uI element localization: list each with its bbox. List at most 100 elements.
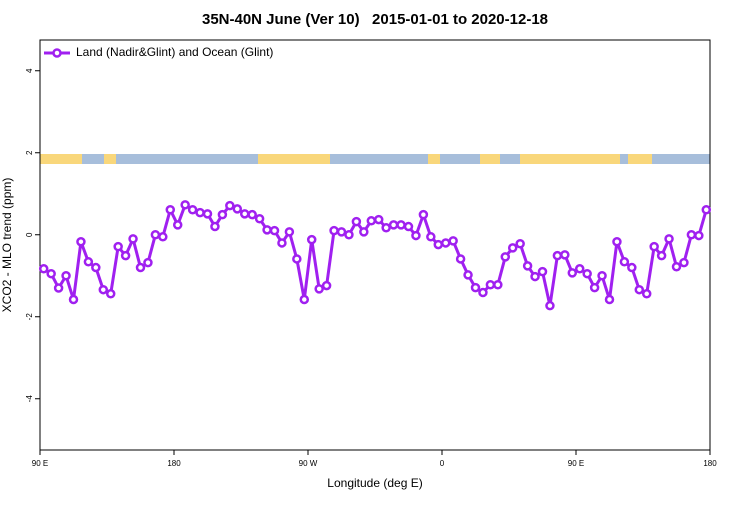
data-point: [135, 262, 146, 273]
data-point: [373, 214, 384, 225]
data-point: [76, 236, 86, 247]
y-tick-label: 2: [25, 150, 34, 155]
data-point: [440, 238, 451, 248]
data-point: [254, 214, 265, 224]
data-point: [641, 289, 652, 299]
data-point: [589, 282, 600, 293]
data-point: [530, 271, 540, 282]
data-point: [627, 262, 637, 273]
chart-title: 35N-40N June (Ver 10) 2015-01-01 to 2020…: [202, 11, 548, 28]
data-point: [53, 283, 64, 293]
data-point: [433, 239, 444, 250]
data-point: [359, 227, 369, 237]
data-point: [366, 216, 377, 226]
data-point: [567, 268, 578, 278]
data-point: [187, 204, 198, 215]
data-point: [537, 266, 548, 277]
data-point: [694, 230, 704, 241]
data-point: [61, 271, 71, 281]
data-point: [671, 261, 682, 272]
data-point: [277, 238, 287, 248]
data-point: [664, 234, 674, 244]
data-point: [522, 261, 533, 271]
data-point: [455, 254, 466, 264]
data-point: [500, 252, 511, 262]
x-tick-label: 90 E: [32, 459, 48, 468]
data-point: [314, 284, 324, 294]
data-point: [239, 209, 250, 219]
data-point: [232, 204, 243, 214]
legend-marker: [52, 48, 62, 58]
x-tick-label: 180: [703, 459, 717, 468]
data-point: [83, 257, 94, 267]
y-axis-label: XCO2 - MLO trend (ppm): [0, 178, 14, 313]
data-point: [574, 264, 585, 274]
data-point: [448, 236, 458, 246]
data-point: [143, 257, 153, 268]
data-point: [150, 230, 161, 240]
data-point: [120, 250, 131, 261]
data-point: [485, 280, 496, 290]
data-point: [597, 271, 607, 281]
data-point: [478, 287, 488, 298]
data-point: [91, 262, 101, 273]
data-point: [470, 282, 481, 293]
data-point: [701, 204, 712, 215]
data-point: [545, 300, 555, 311]
data-point: [515, 239, 525, 249]
x-axis-label: Longitude (deg E): [327, 476, 422, 490]
data-point: [649, 241, 659, 252]
data-point: [612, 236, 622, 247]
data-point: [247, 209, 257, 220]
data-point: [202, 209, 213, 219]
data-point: [172, 220, 183, 230]
data-point: [411, 230, 421, 241]
data-point: [426, 232, 436, 242]
data-point: [68, 294, 79, 305]
data-point: [403, 221, 414, 232]
y-tick-label: -4: [25, 395, 34, 403]
data-point: [351, 216, 362, 227]
data-point: [418, 209, 429, 220]
data-point: [634, 284, 645, 295]
x-tick-label: 90 W: [299, 459, 318, 468]
data-point: [306, 234, 317, 245]
data-point: [165, 204, 176, 215]
data-point: [493, 280, 503, 290]
data-point: [195, 207, 205, 218]
data-point: [336, 227, 347, 237]
data-point: [463, 270, 473, 280]
data-point: [679, 257, 689, 268]
x-tick-label: 90 E: [568, 459, 584, 468]
data-point: [321, 280, 332, 291]
data-point: [582, 268, 592, 279]
data-point: [656, 250, 667, 261]
data-point: [210, 221, 220, 232]
y-tick-label: 0: [25, 232, 34, 237]
data-point: [388, 220, 399, 230]
data-point: [158, 232, 168, 242]
data-point: [284, 227, 295, 237]
data-point: [686, 230, 697, 240]
data-point: [507, 243, 518, 253]
data-point: [381, 223, 391, 233]
data-point: [128, 234, 138, 244]
data-point: [225, 200, 235, 211]
data-point: [180, 200, 190, 210]
data-point: [113, 241, 123, 252]
data-point: [105, 289, 116, 299]
data-point: [262, 225, 272, 235]
data-point: [329, 225, 339, 236]
data-point: [552, 250, 563, 261]
data-point: [560, 250, 570, 260]
x-tick-label: 0: [440, 459, 445, 468]
y-tick-label: 4: [25, 68, 34, 73]
data-point: [269, 225, 280, 236]
y-tick-label: -2: [25, 313, 34, 321]
data-point: [604, 294, 615, 305]
data-point: [396, 220, 406, 230]
data-point: [46, 268, 56, 279]
data-point: [619, 257, 630, 267]
